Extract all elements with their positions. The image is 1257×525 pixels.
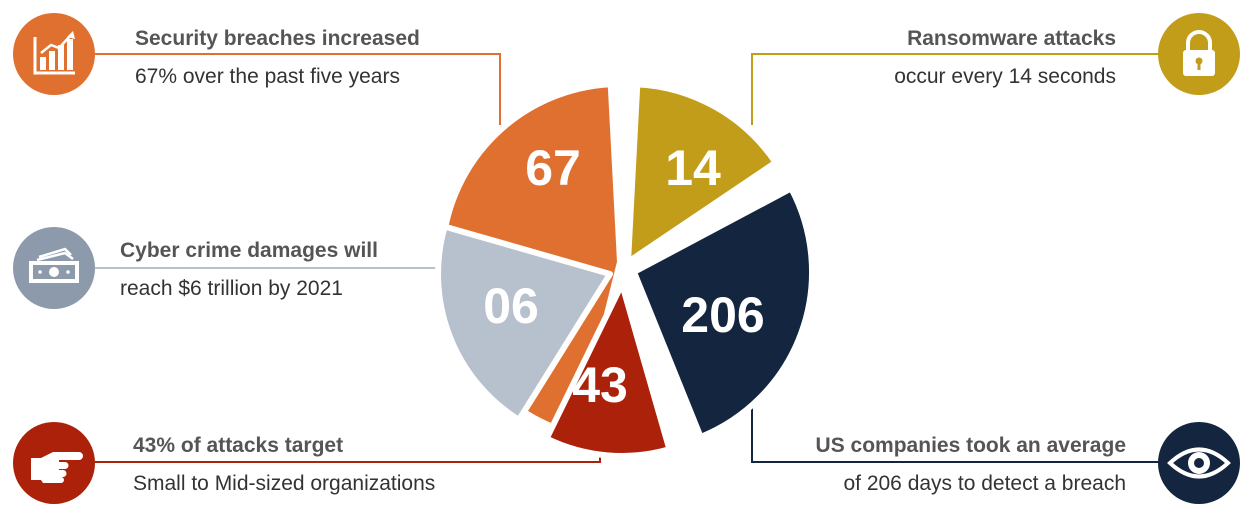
- callout-smb-sub: Small to Mid-sized organizations: [133, 472, 436, 495]
- callout-breaches-heading: Security breaches increased: [135, 27, 420, 50]
- pie-slice-damages: [435, 223, 613, 423]
- callout-detect-heading: US companies took an average: [815, 434, 1126, 457]
- callout-ransomware: Ransomware attacks occur every 14 second…: [820, 26, 1116, 90]
- eye-icon: [1158, 422, 1240, 504]
- connector-line-ransomware: [751, 53, 1160, 125]
- money-icon: [13, 227, 95, 309]
- padlock-icon: [1158, 13, 1240, 95]
- pie-slice-label-ransomware: 14: [665, 140, 721, 196]
- callout-ransomware-sub: occur every 14 seconds: [894, 65, 1116, 88]
- pie-slice-label-detect: 206: [681, 287, 764, 343]
- callout-damages-heading: Cyber crime damages will: [120, 239, 378, 262]
- bar-chart-icon: [13, 13, 95, 95]
- pie-slice-detect: [631, 185, 816, 440]
- callout-damages: Cyber crime damages will reach $6 trilli…: [120, 238, 378, 302]
- callout-smb-heading: 43% of attacks target: [133, 434, 344, 457]
- pie-slice-label-breaches: 67: [525, 140, 581, 196]
- connector-line-detect: [751, 400, 1160, 463]
- callout-smb: 43% of attacks target Small to Mid-sized…: [133, 433, 435, 497]
- callout-detect-sub: of 206 days to detect a breach: [843, 472, 1126, 495]
- pie-chart: 67 14 206 43 06: [435, 81, 816, 459]
- callout-damages-sub: reach $6 trillion by 2021: [120, 277, 343, 300]
- pointing-hand-icon: [13, 422, 95, 504]
- pie-slice-smb: [543, 281, 673, 459]
- connector-line-breaches: [95, 53, 501, 125]
- pie-slice-label-smb: 43: [572, 357, 628, 413]
- callout-breaches: Security breaches increased 67% over the…: [135, 26, 420, 90]
- pie-slice-label-damages: 06: [483, 278, 539, 334]
- pie-slice-ransomware: [625, 81, 779, 265]
- callout-detect: US companies took an average of 206 days…: [760, 433, 1126, 497]
- callout-breaches-sub: 67% over the past five years: [135, 65, 400, 88]
- callout-ransomware-heading: Ransomware attacks: [907, 27, 1116, 50]
